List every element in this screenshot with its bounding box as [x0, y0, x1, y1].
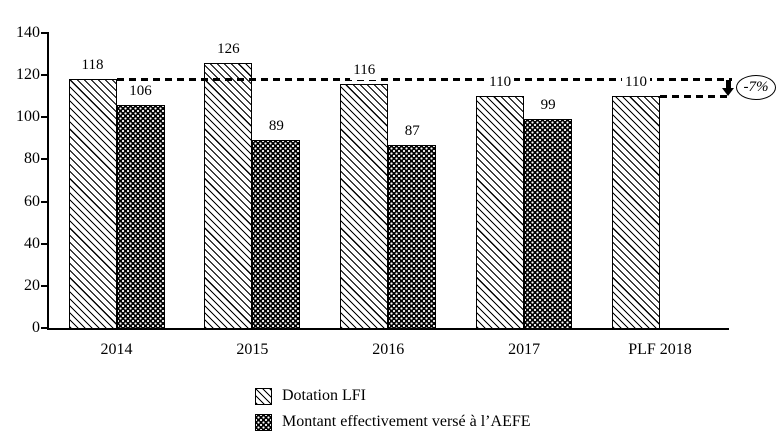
legend: Dotation LFI Montant effectivement versé…: [255, 387, 531, 439]
y-axis-tick-label: 20: [24, 276, 40, 294]
y-axis-tick-mark: [41, 242, 47, 245]
decrease-arrow-head-icon: [722, 88, 734, 97]
diagonal-hatch-swatch-icon: [255, 387, 272, 405]
y-axis-tick-mark: [41, 158, 47, 161]
bar-value-label: 99: [537, 96, 559, 116]
bar-value-label: 118: [78, 56, 107, 76]
bar-value-label: 89: [265, 117, 287, 137]
y-axis-tick-mark: [41, 200, 47, 203]
y-axis-tick-label: 100: [16, 108, 40, 126]
black-dots-swatch-icon: [255, 413, 272, 431]
legend-item-montant-verse: Montant effectivement versé à l’AEFE: [255, 413, 531, 431]
y-axis-tick-mark: [41, 32, 47, 34]
legend-label-montant-verse: Montant effectivement versé à l’AEFE: [282, 413, 531, 430]
x-axis-category-label: 2017: [508, 341, 541, 358]
bar-value-label: 110: [622, 73, 650, 93]
y-axis-line: [47, 32, 49, 330]
y-axis-tick-label: 140: [16, 24, 40, 41]
decrease-arrow-shaft: [725, 80, 731, 89]
bar-montant-verse-2017: [524, 119, 573, 329]
y-axis-tick-mark: [41, 284, 47, 287]
y-axis-tick-mark: [41, 327, 47, 329]
bar-value-label: 87: [401, 121, 423, 141]
y-axis-tick-label: 0: [32, 319, 40, 336]
bar-dotation-lfi-2017: [476, 96, 525, 329]
bar-value-label: 116: [350, 60, 379, 80]
bar-dotation-lfi-2015: [204, 62, 253, 329]
x-axis-category-label: PLF 2018: [628, 341, 692, 358]
bar-dotation-lfi-2016: [340, 83, 389, 329]
legend-item-dotation-lfi: Dotation LFI: [255, 387, 531, 405]
y-axis-tick-label: 120: [16, 66, 40, 84]
y-axis-tick-mark: [41, 74, 47, 77]
y-axis-tick-label: 60: [24, 192, 40, 210]
y-axis-tick-mark: [41, 116, 47, 119]
x-axis-category-label: 2016: [372, 341, 405, 358]
legend-label-dotation-lfi: Dotation LFI: [282, 387, 366, 404]
x-axis-category-label: 2014: [100, 341, 133, 358]
y-axis-tick-label: 80: [24, 150, 40, 168]
bar-value-label: 106: [126, 81, 155, 101]
y-axis-tick-label: 40: [24, 234, 40, 252]
x-axis-line: [47, 328, 729, 330]
bar-montant-verse-2015: [252, 140, 301, 329]
x-axis-category-label: 2015: [236, 341, 269, 358]
bar-dotation-lfi-2014: [68, 79, 117, 329]
bar-montant-verse-2016: [388, 144, 437, 329]
reference-line-to-level: [660, 94, 732, 98]
bar-montant-verse-2014: [116, 104, 165, 329]
reference-line-from-level: [116, 77, 732, 81]
bar-value-label: 126: [214, 39, 243, 59]
bar-value-label: 110: [486, 73, 515, 93]
percent-change-badge: -7%: [736, 75, 776, 101]
bar-dotation-lfi-plf-2018: [612, 96, 660, 329]
